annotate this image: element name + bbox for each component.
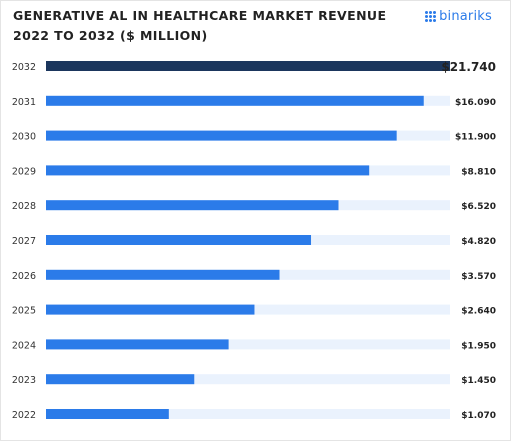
data-label: $6.520 [461, 202, 496, 212]
data-label: $1.450 [461, 376, 496, 386]
data-label: $1.070 [461, 411, 496, 421]
data-label: $1.950 [461, 341, 496, 351]
bar-2027 [46, 235, 312, 245]
y-tick-label: 2029 [12, 166, 36, 177]
bar-2029 [46, 165, 370, 176]
logo-text: binariks [439, 9, 492, 24]
bar-2028 [46, 200, 339, 211]
data-label: $11.900 [455, 133, 496, 143]
bar-2026 [46, 269, 280, 280]
data-label: $2.640 [461, 307, 496, 317]
y-tick-label: 2026 [12, 271, 36, 282]
bar-2022 [46, 409, 169, 419]
bar-track [46, 339, 450, 350]
logo-dots-icon [425, 11, 437, 22]
bar-track [46, 409, 450, 419]
bar-2025 [46, 304, 255, 315]
y-tick-label: 2024 [12, 340, 36, 351]
bar-2030 [46, 130, 397, 141]
data-label: $8.810 [461, 167, 496, 177]
chart-title-line-1: GENERATIVE AL IN HEALTHCARE MARKET REVEN… [13, 8, 387, 23]
y-tick-label: 2023 [12, 375, 36, 386]
y-tick-label: 2032 [12, 62, 36, 73]
data-label: $21.740 [441, 60, 496, 74]
bar-2024 [46, 339, 229, 350]
bar-2031 [46, 95, 424, 106]
data-label: $3.570 [461, 272, 496, 282]
data-label: $4.820 [461, 237, 496, 247]
y-tick-label: 2030 [12, 132, 36, 143]
binariks-logo: binariks [425, 9, 492, 24]
chart-title-line-2: 2022 TO 2032 ($ MILLION) [13, 28, 208, 43]
y-tick-label: 2022 [12, 410, 36, 421]
y-tick-label: 2028 [12, 201, 36, 212]
bar-2032 [46, 61, 450, 71]
bar-2023 [46, 374, 195, 385]
y-tick-label: 2031 [12, 97, 36, 108]
bar-track [46, 374, 450, 385]
y-tick-label: 2027 [12, 236, 36, 247]
y-tick-label: 2025 [12, 306, 36, 317]
data-label: $16.090 [455, 98, 496, 108]
